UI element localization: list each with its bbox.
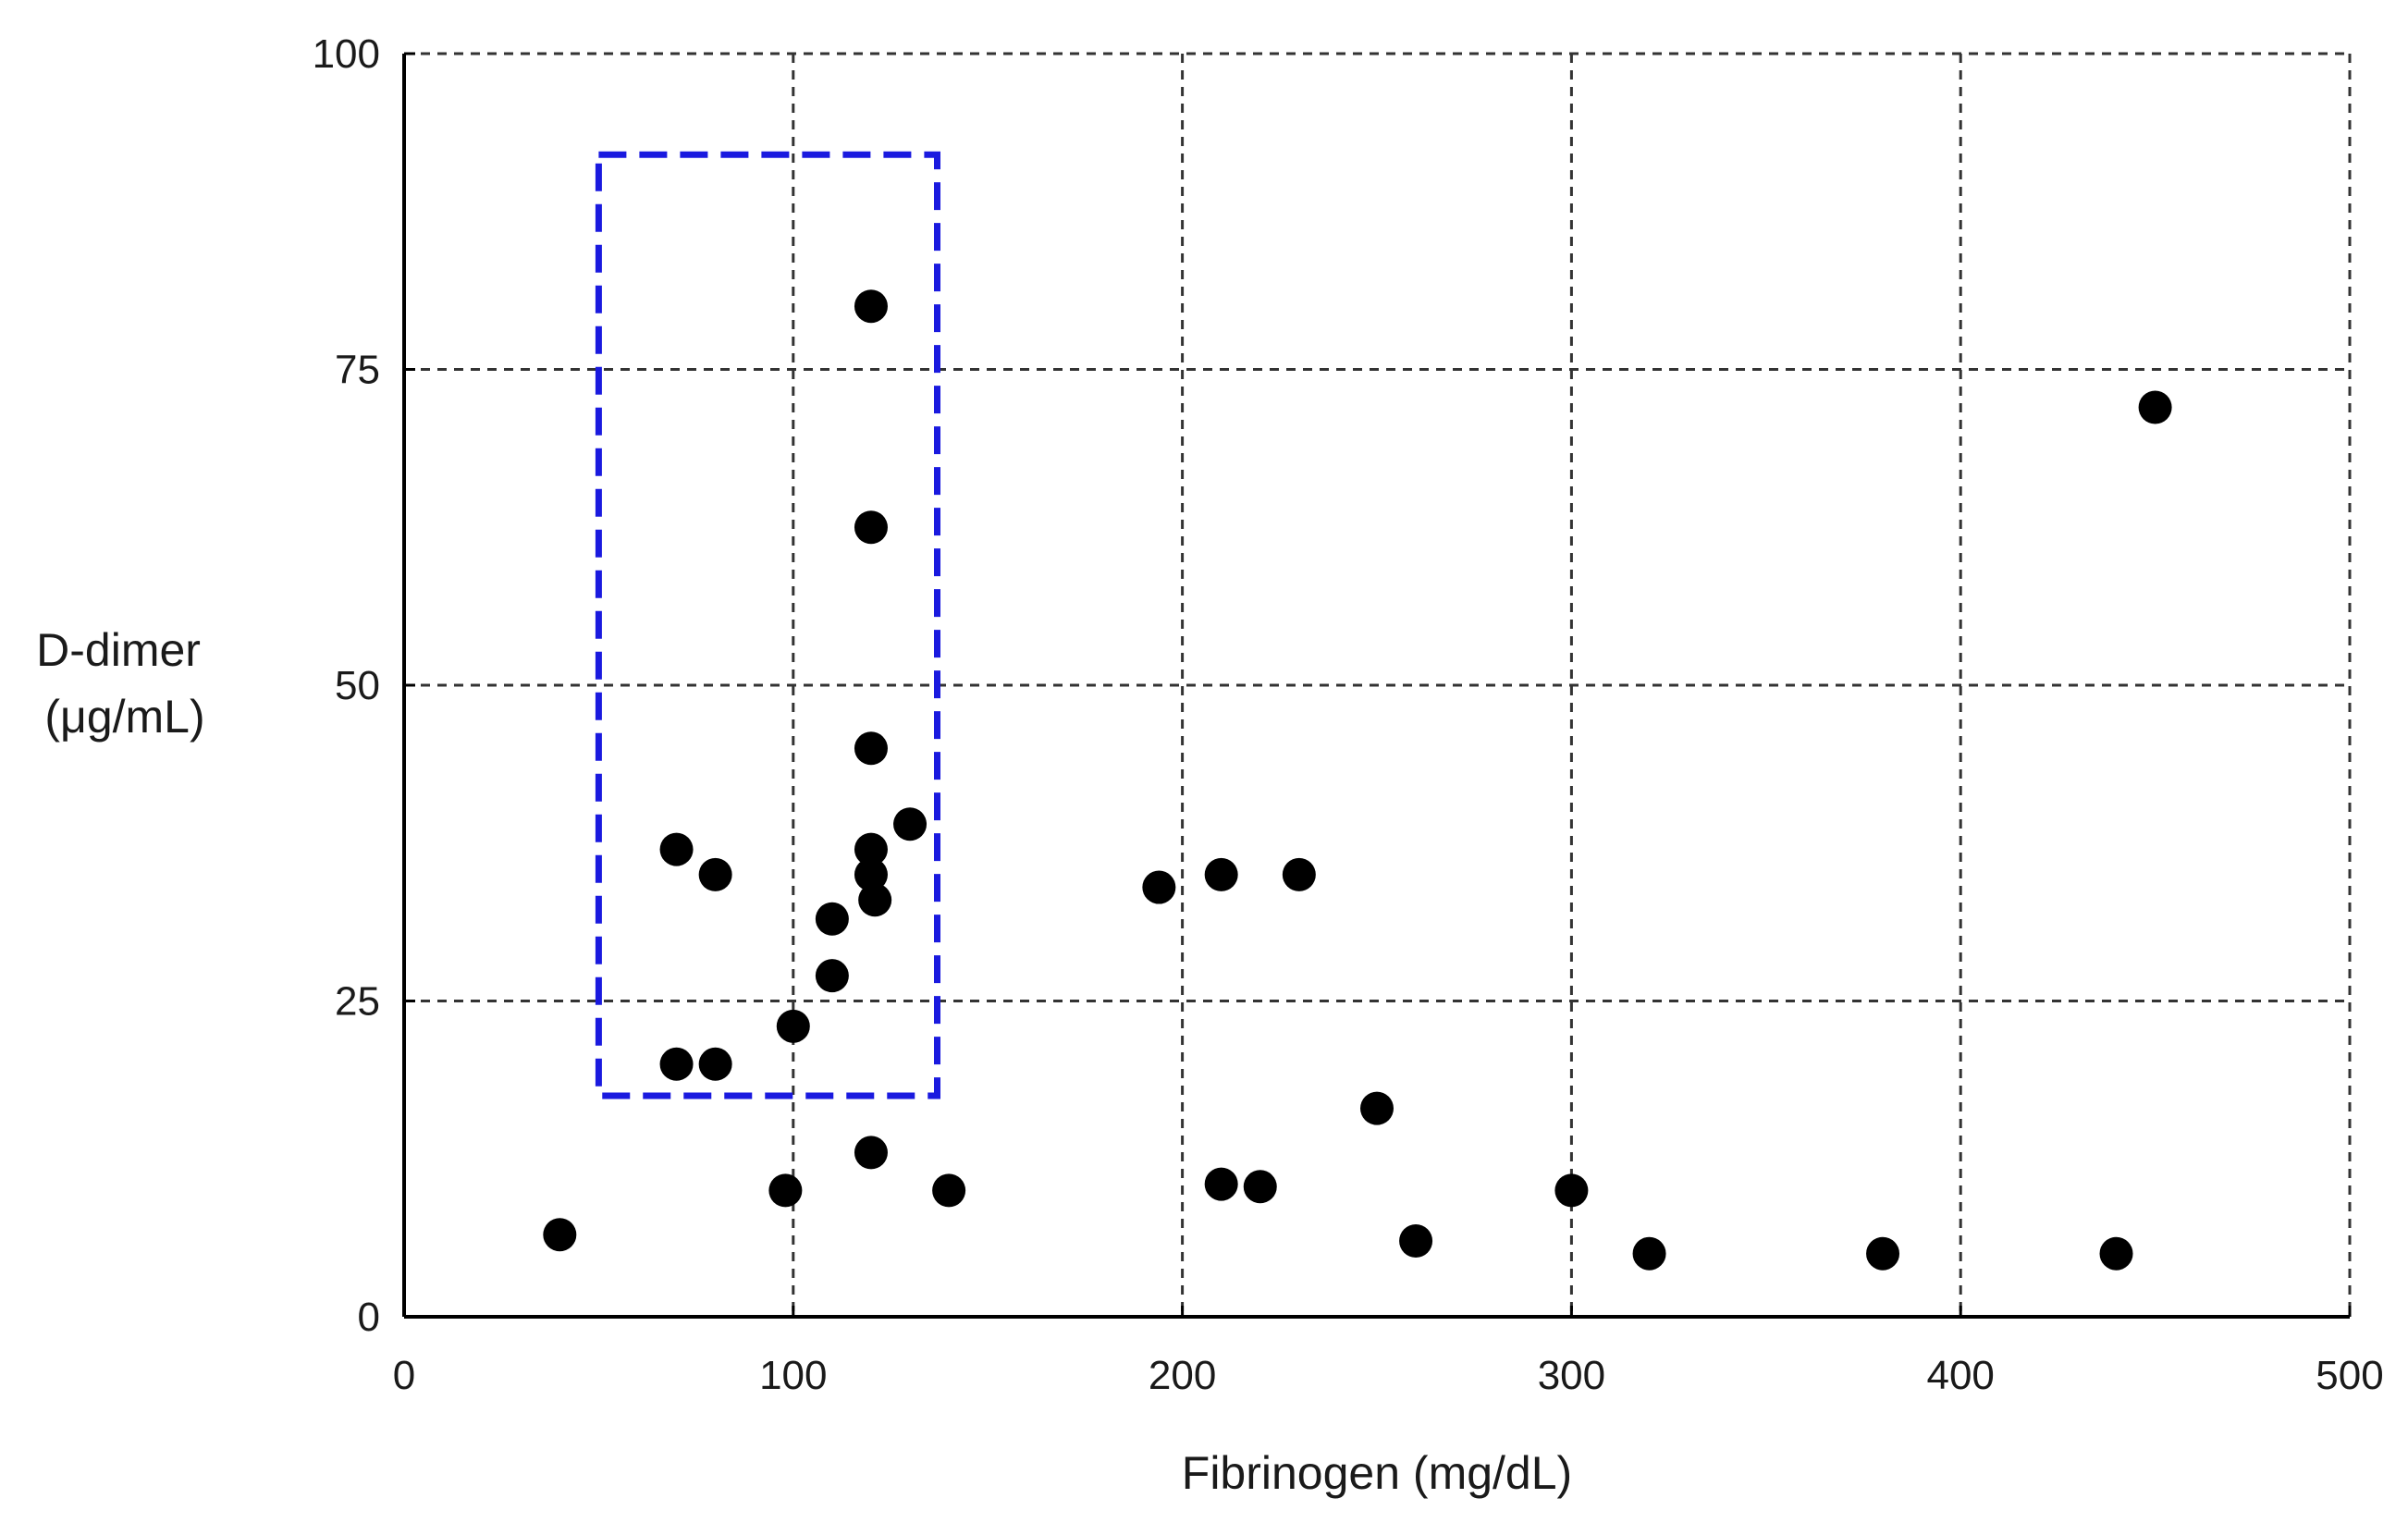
data-point — [2099, 1236, 2133, 1271]
grid-lines — [404, 52, 2352, 1317]
x-tick-label: 300 — [1538, 1353, 1605, 1398]
data-point — [776, 1009, 810, 1043]
x-tick-label: 500 — [2316, 1353, 2383, 1398]
data-point — [854, 731, 888, 766]
data-point — [659, 1047, 694, 1081]
y-tick-label: 25 — [335, 979, 380, 1025]
data-point — [1142, 870, 1176, 904]
y-tick-label: 0 — [358, 1295, 380, 1340]
data-point — [854, 289, 888, 324]
axes — [402, 52, 2352, 1319]
data-point — [932, 1173, 966, 1208]
y-axis-title: D-dimer (μg/mL) — [36, 624, 214, 743]
data-point — [815, 902, 849, 936]
highlight-box — [595, 151, 940, 1099]
x-tick-label: 0 — [393, 1353, 415, 1398]
data-point — [543, 1218, 577, 1252]
data-point — [1360, 1091, 1394, 1125]
data-points — [543, 289, 2172, 1271]
y-axis-title-line-2: (μg/mL) — [44, 691, 204, 743]
data-point — [854, 1136, 888, 1170]
data-point — [1632, 1236, 1666, 1271]
data-point — [1554, 1173, 1589, 1208]
data-point — [659, 832, 694, 866]
data-point — [858, 883, 892, 917]
y-tick-label: 50 — [335, 663, 380, 708]
y-tick-label: 75 — [335, 348, 380, 393]
data-point — [893, 807, 928, 841]
data-point — [815, 959, 849, 993]
x-tick-label: 200 — [1149, 1353, 1216, 1398]
data-point — [2138, 390, 2172, 424]
tick-labels: 0 100 200 300 400 500 0 25 50 75 100 — [313, 31, 2384, 1398]
data-point — [698, 1047, 732, 1081]
highlight-region-layer — [595, 151, 940, 1099]
x-axis-title: Fibrinogen (mg/dL) — [1182, 1447, 1572, 1499]
data-point — [1204, 1167, 1238, 1201]
data-point — [768, 1173, 803, 1208]
data-point — [1866, 1236, 1900, 1271]
data-point — [1399, 1224, 1433, 1259]
data-point — [1204, 857, 1238, 891]
x-tick-label: 400 — [1926, 1353, 1994, 1398]
x-tick-label: 100 — [759, 1353, 827, 1398]
data-point — [854, 832, 888, 866]
y-axis-title-line-1: D-dimer — [36, 624, 201, 676]
y-tick-label: 100 — [313, 31, 380, 77]
data-point — [854, 510, 888, 545]
data-point — [1282, 857, 1316, 891]
data-point — [698, 857, 732, 891]
data-point — [1243, 1170, 1277, 1204]
data-point — [854, 857, 888, 891]
